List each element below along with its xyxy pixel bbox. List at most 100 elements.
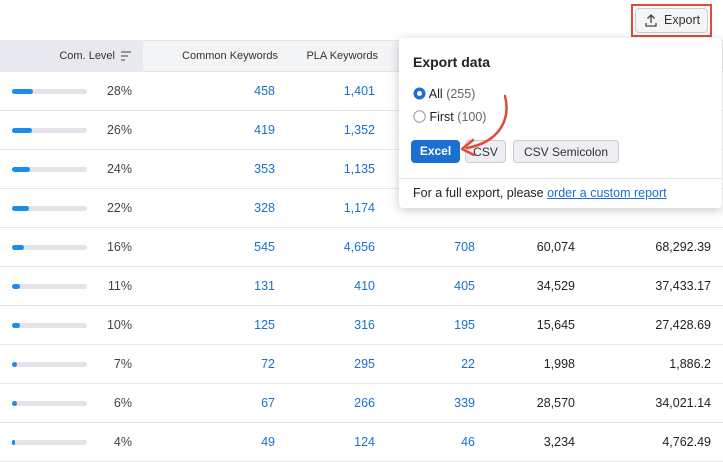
level-bar [12,128,32,133]
table-cell[interactable]: 405 [454,279,475,293]
level-label: 6% [113,396,132,410]
footer-text: For a full export, please [413,186,544,200]
level-track [12,245,87,250]
table-cell[interactable]: 708 [454,240,475,254]
level-bar [12,245,24,250]
table-cell: 3,234 [543,435,575,449]
export-label: Export [664,13,701,27]
popup-title: Export data [413,54,491,70]
table-cell: 34,529 [536,279,575,293]
level-label: 24% [106,162,132,176]
export-popup: Export data All (255) First (100) For a … [399,38,722,208]
row-divider [0,383,723,384]
table-cell: 68,292.39 [655,240,711,254]
table-cell[interactable]: 1,401 [343,84,375,98]
level-track [12,362,87,367]
table-cell: 4,762.49 [662,435,711,449]
level-track [12,440,87,445]
level-bar [12,401,17,406]
table-cell: 34,021.14 [655,396,711,410]
upload-icon [645,14,657,27]
level-bar [12,440,15,445]
table-cell[interactable]: 67 [261,396,275,410]
level-label: 10% [106,318,132,332]
level-label: 22% [106,201,132,215]
row-divider [0,422,723,423]
level-label: 26% [106,123,132,137]
table-cell[interactable]: 195 [454,318,475,332]
column-header[interactable]: Common Keywords [182,50,278,62]
level-track [12,167,87,172]
table-cell[interactable]: 266 [354,396,375,410]
level-label: 7% [113,357,132,371]
highlight-box [631,4,712,37]
radio-empty [413,110,426,123]
table-cell[interactable]: 458 [254,84,275,98]
table-cell[interactable]: 339 [454,396,475,410]
format-button[interactable]: Excel [411,140,460,163]
table-cell[interactable]: 1,135 [343,162,375,176]
level-label: 16% [106,240,132,254]
level-bar [12,323,20,328]
table-cell: 27,428.69 [655,318,711,332]
option-count: (255) [446,87,476,101]
table-cell: 1,998 [543,357,575,371]
table-cell[interactable]: 72 [261,357,275,371]
level-track [12,401,87,406]
table-cell[interactable]: 410 [354,279,375,293]
table-cell[interactable]: 1,174 [343,201,375,215]
table-cell[interactable]: 1,352 [343,123,375,137]
table-cell[interactable]: 353 [254,162,275,176]
sort-icon [121,51,131,61]
table-cell[interactable]: 545 [254,240,275,254]
level-bar [12,89,33,94]
table-cell: 1,886.2 [669,357,711,371]
level-label: 28% [106,84,132,98]
table-cell[interactable]: 316 [354,318,375,332]
table-cell[interactable]: 46 [461,435,475,449]
level-bar [12,284,21,289]
row-divider [0,110,723,111]
row-divider [0,305,723,306]
radio-selected [413,87,426,100]
option-count: (100) [457,110,487,124]
table-cell[interactable]: 295 [354,357,375,371]
table-cell[interactable]: 49 [261,435,275,449]
divider [399,178,722,179]
radio-option[interactable]: First (100) [413,110,486,124]
table-cell[interactable]: 125 [254,318,275,332]
column-header[interactable]: Com. Level [59,50,115,62]
level-label: 4% [113,435,132,449]
table-cell: 37,433.17 [655,279,711,293]
table-cell[interactable]: 419 [254,123,275,137]
table-cell[interactable]: 131 [254,279,275,293]
footer-link[interactable]: order a custom report [547,186,667,200]
level-track [12,323,87,328]
option-label: All [428,87,443,101]
table-cell[interactable]: 22 [461,357,475,371]
level-track [12,284,87,289]
level-track [12,128,87,133]
annotation-arrow [460,94,508,157]
table-cell: 60,074 [536,240,575,254]
level-track [12,89,87,94]
row-divider [0,188,723,189]
row-divider [0,344,723,345]
footer: For a full export, please order a custom… [413,186,667,200]
table-cell: 15,645 [536,318,575,332]
row-divider [0,149,723,150]
table-cell[interactable]: 4,656 [343,240,375,254]
option-label: First [429,110,454,124]
export-button[interactable]: Export [635,8,708,33]
column-header[interactable]: PLA Keywords [306,50,378,62]
level-track [12,206,87,211]
level-bar [12,167,30,172]
radio-option[interactable]: All (255) [413,87,475,101]
table-cell[interactable]: 124 [354,435,375,449]
table-cell: 28,570 [536,396,575,410]
level-bar [12,362,18,367]
level-bar [12,206,29,211]
format-button[interactable]: CSV Semicolon [513,140,619,163]
table-cell[interactable]: 328 [254,201,275,215]
